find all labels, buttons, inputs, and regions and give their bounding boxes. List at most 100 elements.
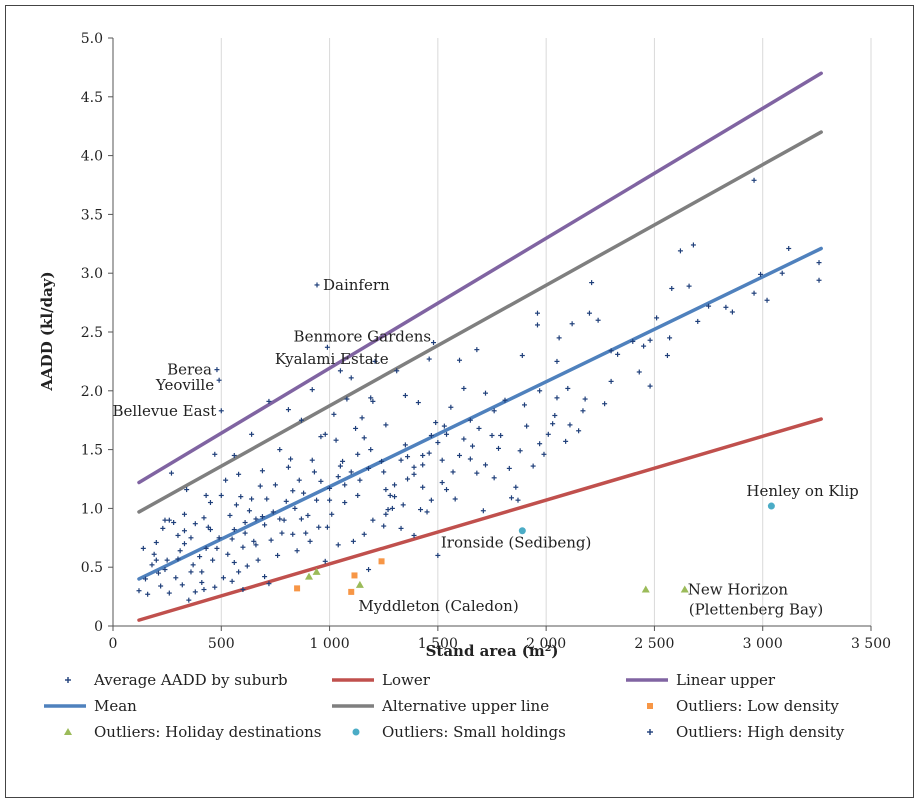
average-aadd-by-suburb-point (240, 544, 246, 550)
average-aadd-by-suburb-point (249, 431, 255, 437)
average-aadd-by-suburb-point (288, 456, 294, 462)
average-aadd-by-suburb-point (381, 469, 387, 475)
average-aadd-by-suburb-point (664, 353, 670, 359)
legend-item-mean: Mean (44, 697, 137, 715)
average-aadd-by-suburb-point (236, 569, 242, 575)
y-tick-label: 5.0 (81, 31, 103, 47)
average-aadd-by-suburb-point (452, 496, 458, 502)
average-aadd-by-suburb-point (301, 490, 307, 496)
y-tick-label: 4.5 (81, 90, 103, 106)
average-aadd-by-suburb-point (231, 452, 237, 458)
average-aadd-by-suburb-point (348, 375, 354, 381)
average-aadd-by-suburb-point (355, 492, 361, 498)
outliers-holiday-destinations-point (304, 572, 313, 580)
average-aadd-by-suburb-point (424, 509, 430, 515)
average-aadd-by-suburb-point (262, 574, 268, 580)
average-aadd-by-suburb-point (420, 452, 426, 458)
average-aadd-by-suburb-point (524, 423, 530, 429)
average-aadd-by-suburb-point (366, 567, 372, 573)
average-aadd-by-suburb-point (647, 383, 653, 389)
average-aadd-by-suburb-point (162, 517, 168, 523)
average-aadd-by-suburb-point (348, 469, 354, 475)
annotation-plettenberg-bay: (Plettenberg Bay) (689, 601, 824, 619)
legend-item-outliers-holiday-destinations: Outliers: Holiday destinations (64, 723, 321, 741)
mean-line (137, 246, 823, 581)
average-aadd-by-suburb-point (210, 557, 216, 563)
average-aadd-by-suburb-point (474, 470, 480, 476)
average-aadd-by-suburb-point (337, 368, 343, 374)
y-tick-label: 4.0 (81, 149, 103, 165)
average-aadd-by-suburb-point (244, 563, 250, 569)
legend-label: Linear upper (676, 671, 776, 689)
average-aadd-by-suburb-point (589, 280, 595, 286)
average-aadd-by-suburb-point (405, 454, 411, 460)
average-aadd-by-suburb-point (290, 488, 296, 494)
annotation-berea: Berea (167, 361, 212, 379)
annotation-bellevue-east: Bellevue East (113, 402, 217, 420)
average-aadd-by-suburb-point (199, 569, 205, 575)
average-aadd-by-suburb-point (435, 440, 441, 446)
average-aadd-by-suburb-point (266, 581, 272, 587)
outliers-low-density-point (378, 558, 385, 565)
chart-frame (5, 5, 914, 798)
y-axis-label: AADD (kl/day) (38, 271, 56, 391)
average-aadd-by-suburb-point (400, 502, 406, 508)
legend-label: Outliers: Holiday destinations (94, 723, 321, 741)
average-aadd-by-suburb-point (686, 283, 692, 289)
average-aadd-by-suburb-point (359, 415, 365, 421)
average-aadd-by-suburb-point (513, 484, 519, 490)
average-aadd-by-suburb-point (229, 536, 235, 542)
average-aadd-by-suburb-point (636, 369, 642, 375)
legend-label: Mean (94, 697, 137, 715)
outliers-holiday-destinations-point (312, 567, 321, 575)
average-aadd-by-suburb-point (595, 317, 601, 323)
average-aadd-by-suburb-point (444, 431, 450, 437)
average-aadd-by-suburb-point (554, 395, 560, 401)
average-aadd-by-suburb-point (461, 436, 467, 442)
average-aadd-by-suburb-point (324, 344, 330, 350)
average-aadd-by-suburb-point (474, 347, 480, 353)
average-aadd-by-suburb-point (420, 462, 426, 468)
average-aadd-by-suburb-point (314, 497, 320, 503)
average-aadd-by-suburb-point (569, 321, 575, 327)
average-aadd-by-suburb-point (483, 390, 489, 396)
annotations: Dainfern Benmore Gardens Kyalami Estate Ber… (113, 276, 859, 619)
average-aadd-by-suburb-point (385, 507, 391, 513)
outliers-holiday-destinations-point (355, 580, 364, 588)
average-aadd-by-suburb-point (751, 177, 757, 183)
average-aadd-by-suburb-point (402, 442, 408, 448)
x-tick-label: 500 (208, 636, 235, 652)
average-aadd-by-suburb-point (411, 471, 417, 477)
average-aadd-by-suburb-point (383, 422, 389, 428)
average-aadd-by-suburb-point (372, 358, 378, 364)
average-aadd-by-suburb-point (426, 450, 432, 456)
average-aadd-by-suburb-point (268, 537, 274, 543)
legend-swatch (352, 728, 360, 736)
average-aadd-by-suburb-point (444, 487, 450, 493)
average-aadd-by-suburb-point (764, 297, 770, 303)
average-aadd-by-suburb-point (418, 507, 424, 513)
x-tick-label: 2 000 (526, 636, 566, 652)
average-aadd-by-suburb-point (298, 516, 304, 522)
average-aadd-by-suburb-point (630, 338, 636, 344)
average-aadd-by-suburb-point (207, 500, 213, 506)
y-tick-label: 0 (94, 619, 103, 635)
average-aadd-by-suburb-point (368, 395, 374, 401)
legend-swatch (647, 729, 653, 735)
average-aadd-by-suburb-point (309, 457, 315, 463)
average-aadd-by-suburb-point (415, 400, 421, 406)
average-aadd-by-suburb-point (608, 348, 614, 354)
average-aadd-by-suburb-point (502, 397, 508, 403)
average-aadd-by-suburb-point (158, 583, 164, 589)
outliers-small-holdings-point (518, 527, 526, 535)
lower-line (137, 417, 823, 622)
average-aadd-by-suburb-point (411, 532, 417, 538)
average-aadd-by-suburb-point (563, 438, 569, 444)
average-aadd-by-suburb-point (470, 443, 476, 449)
average-aadd-by-suburb-point (515, 497, 521, 503)
average-aadd-by-suburb-point (285, 407, 291, 413)
average-aadd-by-suburb-point (192, 521, 198, 527)
average-aadd-by-suburb-point (457, 452, 463, 458)
x-tick-label: 3 500 (851, 636, 891, 652)
average-aadd-by-suburb-point (457, 357, 463, 363)
